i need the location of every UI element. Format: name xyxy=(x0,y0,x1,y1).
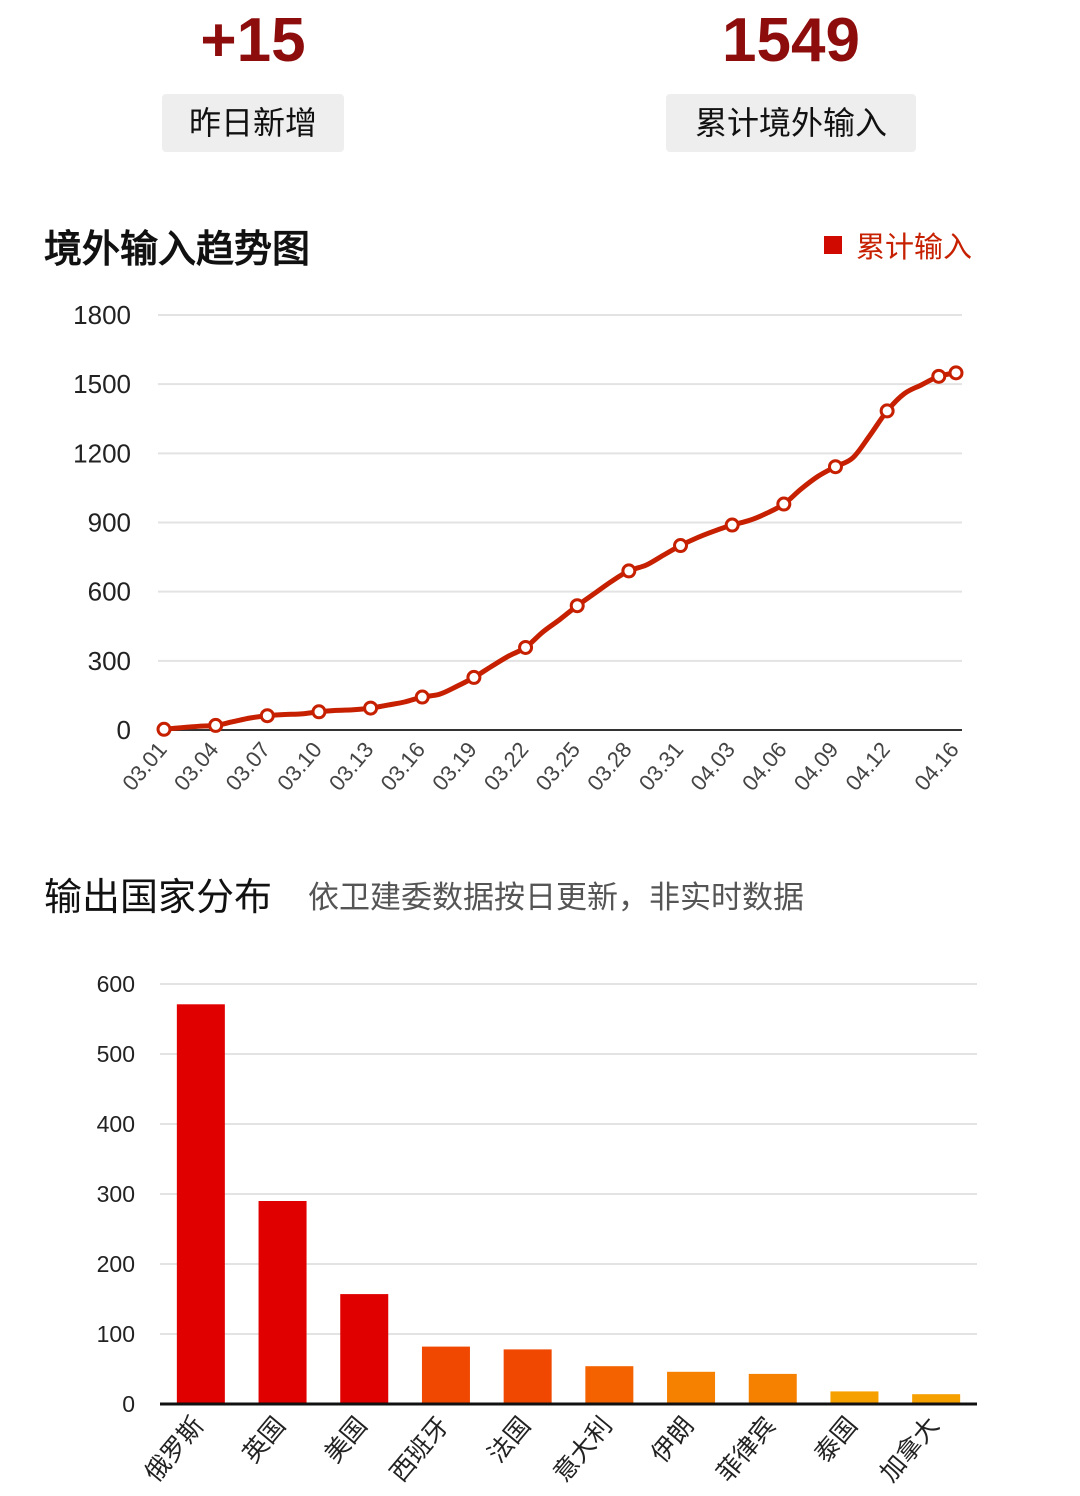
x-tick-label: 03.07 xyxy=(221,737,276,795)
bar[interactable] xyxy=(176,1004,225,1404)
y-tick-label: 300 xyxy=(97,1181,135,1207)
bar[interactable] xyxy=(340,1294,389,1404)
trend-line-chart: 030060090012001500180003.0103.0403.0703.… xyxy=(73,300,964,795)
bar[interactable] xyxy=(748,1373,797,1404)
x-tick-label: 美国 xyxy=(319,1412,373,1468)
bar[interactable] xyxy=(912,1394,961,1404)
data-point[interactable] xyxy=(259,708,275,724)
trend-legend[interactable]: 累计输入 xyxy=(824,224,972,266)
bar[interactable] xyxy=(585,1366,634,1404)
x-tick-label: 03.10 xyxy=(272,737,327,795)
x-tick-label: 03.25 xyxy=(531,737,586,795)
x-tick-label: 泰国 xyxy=(809,1412,863,1468)
bar[interactable] xyxy=(421,1346,470,1404)
bar[interactable] xyxy=(258,1201,307,1404)
data-point[interactable] xyxy=(931,368,947,384)
y-tick-label: 300 xyxy=(88,646,131,676)
data-point[interactable] xyxy=(673,538,689,554)
y-tick-label: 600 xyxy=(97,971,135,997)
y-tick-label: 400 xyxy=(97,1111,135,1137)
legend-label: 累计输入 xyxy=(856,230,973,264)
x-tick-label: 伊朗 xyxy=(646,1412,700,1468)
data-point[interactable] xyxy=(569,598,585,614)
data-point[interactable] xyxy=(724,517,740,533)
x-tick-label: 03.04 xyxy=(169,737,224,795)
x-tick-label: 英国 xyxy=(238,1412,292,1468)
x-tick-label: 04.09 xyxy=(789,737,844,795)
distribution-chart-title: 输出国家分布 xyxy=(44,875,273,919)
y-tick-label: 0 xyxy=(117,715,131,745)
data-point[interactable] xyxy=(827,459,843,475)
data-point[interactable] xyxy=(311,704,327,720)
data-point[interactable] xyxy=(466,669,482,685)
x-tick-label: 03.31 xyxy=(634,737,689,795)
data-point[interactable] xyxy=(879,403,895,419)
x-tick-label: 菲律宾 xyxy=(712,1412,782,1487)
data-point[interactable] xyxy=(518,639,534,655)
total-imported-stat: 1549 累计境外输入 xyxy=(666,0,916,152)
x-tick-label: 03.01 xyxy=(117,737,172,795)
x-tick-label: 西班牙 xyxy=(385,1412,455,1487)
y-tick-label: 900 xyxy=(88,508,131,538)
data-point[interactable] xyxy=(363,700,379,716)
x-tick-label: 04.16 xyxy=(909,737,964,795)
country-bar-chart: 0 100 200 300 400 500 600 俄罗斯 英国 美国 西班牙 法国 意大利 伊朗 菲律宾泰… xyxy=(97,971,977,1487)
x-tick-label: 03.22 xyxy=(479,737,534,795)
new-yesterday-stat: +15 昨日新增 xyxy=(162,0,344,152)
x-tick-label: 03.28 xyxy=(582,737,637,795)
trend-chart-title: 境外输入趋势图 xyxy=(44,227,311,271)
total-imported-value: 1549 xyxy=(722,6,860,75)
y-tick-label: 500 xyxy=(97,1041,135,1067)
bar[interactable] xyxy=(830,1391,879,1404)
new-yesterday-label: 昨日新增 xyxy=(162,94,344,152)
distribution-subtitle: 依卫建委数据按日更新，非实时数据 xyxy=(308,880,804,916)
y-tick-label: 200 xyxy=(97,1251,135,1277)
data-point[interactable] xyxy=(208,717,224,733)
x-tick-label: 加拿大 xyxy=(875,1412,945,1487)
data-point[interactable] xyxy=(948,365,964,381)
x-tick-label: 04.12 xyxy=(840,737,895,795)
data-point[interactable] xyxy=(156,721,172,737)
total-imported-label: 累计境外输入 xyxy=(666,94,916,152)
y-tick-label: 600 xyxy=(88,577,131,607)
x-tick-label: 04.03 xyxy=(685,737,740,795)
y-tick-label: 1500 xyxy=(73,369,131,399)
bar[interactable] xyxy=(667,1371,716,1404)
y-tick-label: 0 xyxy=(122,1391,135,1417)
x-tick-label: 03.19 xyxy=(427,737,482,795)
data-point[interactable] xyxy=(776,496,792,512)
x-tick-label: 03.16 xyxy=(376,737,431,795)
y-tick-label: 100 xyxy=(97,1321,135,1347)
new-yesterday-value: +15 xyxy=(200,6,306,75)
x-tick-label: 03.13 xyxy=(324,737,379,795)
data-point[interactable] xyxy=(621,563,637,579)
x-tick-label: 法国 xyxy=(483,1412,537,1468)
y-tick-label: 1800 xyxy=(73,300,131,330)
x-tick-label: 俄罗斯 xyxy=(140,1412,210,1487)
x-tick-label: 04.06 xyxy=(737,737,792,795)
bar[interactable] xyxy=(503,1349,552,1404)
x-tick-label: 意大利 xyxy=(548,1412,618,1487)
y-tick-label: 1200 xyxy=(73,438,131,468)
legend-swatch-icon xyxy=(824,236,842,254)
data-point[interactable] xyxy=(414,689,430,705)
series-line-cumulative xyxy=(161,370,959,732)
